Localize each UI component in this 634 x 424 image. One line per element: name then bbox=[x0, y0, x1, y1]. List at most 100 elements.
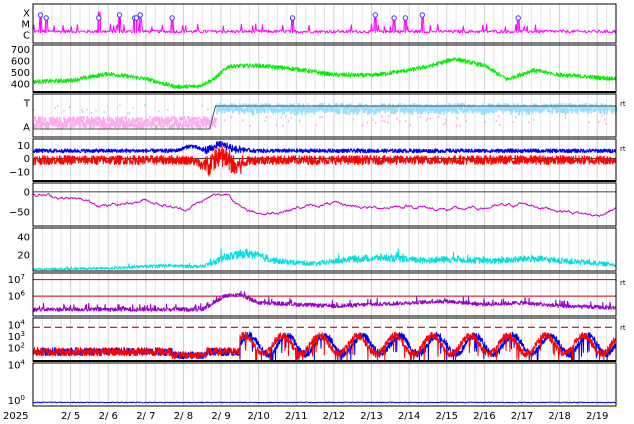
sector-mark bbox=[379, 105, 382, 112]
sector-mark bbox=[368, 107, 371, 113]
sector-mark bbox=[183, 116, 186, 119]
sector-mark bbox=[153, 117, 156, 122]
sector-mark bbox=[356, 109, 358, 116]
sector-mark bbox=[234, 107, 236, 111]
sector-mark bbox=[41, 116, 44, 120]
sector-mark bbox=[125, 122, 128, 127]
sector-mark bbox=[204, 116, 207, 123]
sector-mark bbox=[429, 117, 432, 120]
sector-mark bbox=[559, 103, 561, 107]
sector-mark bbox=[115, 117, 117, 121]
sector-mark bbox=[282, 124, 284, 127]
sector-mark bbox=[372, 119, 374, 122]
sector-mark bbox=[304, 105, 306, 109]
sector-mark bbox=[603, 107, 606, 110]
sector-mark bbox=[173, 122, 175, 127]
sector-mark bbox=[529, 107, 531, 110]
sector-mark bbox=[442, 123, 445, 126]
sector-mark bbox=[176, 119, 179, 125]
panel-frame-protons bbox=[32, 362, 617, 407]
sector-mark bbox=[195, 116, 198, 120]
sector-mark bbox=[381, 115, 383, 118]
sector-mark bbox=[450, 106, 453, 111]
sector-mark bbox=[365, 104, 368, 107]
sector-mark bbox=[536, 109, 538, 113]
sector-mark bbox=[252, 103, 254, 107]
sector-mark bbox=[80, 119, 83, 123]
sector-mark bbox=[84, 122, 87, 126]
sector-mark bbox=[463, 109, 466, 113]
sector-mark bbox=[371, 105, 374, 110]
sector-mark bbox=[217, 105, 219, 109]
sector-mark bbox=[443, 109, 445, 115]
sector-mark bbox=[464, 104, 467, 110]
sector-mark bbox=[241, 107, 244, 112]
sector-mark bbox=[395, 117, 398, 120]
sector-mark bbox=[260, 109, 262, 114]
sector-mark bbox=[208, 124, 211, 129]
sector-mark bbox=[161, 124, 163, 129]
sector-mark bbox=[208, 119, 210, 125]
sector-mark bbox=[560, 103, 562, 110]
sector-mark bbox=[57, 124, 59, 128]
sector-mark bbox=[100, 124, 103, 127]
sector-mark bbox=[285, 108, 287, 112]
sector-mark bbox=[425, 106, 428, 113]
sector-mark bbox=[162, 122, 165, 128]
sector-mark bbox=[369, 105, 372, 111]
sector-mark bbox=[167, 109, 169, 112]
sector-mark bbox=[387, 106, 390, 109]
sector-mark bbox=[608, 108, 611, 111]
sector-mark bbox=[325, 109, 328, 112]
sector-mark bbox=[594, 108, 597, 112]
sector-mark bbox=[380, 109, 382, 113]
sector-mark bbox=[612, 106, 615, 111]
sector-mark bbox=[367, 106, 370, 110]
sector-mark bbox=[380, 104, 383, 110]
sector-mark bbox=[126, 112, 129, 115]
sector-mark bbox=[60, 123, 63, 130]
sector-mark bbox=[117, 123, 120, 128]
sector-mark bbox=[192, 121, 195, 125]
sector-mark bbox=[571, 106, 574, 112]
sector-mark bbox=[114, 123, 117, 129]
sector-mark bbox=[364, 107, 366, 114]
x-tick-label: 2/11 bbox=[285, 411, 307, 422]
sector-mark bbox=[584, 108, 586, 112]
sector-mark bbox=[192, 118, 194, 122]
sector-mark bbox=[214, 120, 217, 123]
sector-mark bbox=[84, 124, 87, 129]
sector-mark bbox=[166, 122, 169, 128]
sector-toward-label: T bbox=[23, 99, 31, 110]
sector-mark bbox=[614, 104, 616, 110]
sector-mark bbox=[178, 117, 181, 121]
sector-mark bbox=[448, 106, 451, 112]
sector-mark bbox=[99, 124, 102, 130]
sector-mark bbox=[310, 107, 313, 113]
sector-mark bbox=[152, 118, 155, 122]
x-tick-label: 2/19 bbox=[586, 411, 608, 422]
sector-mark bbox=[79, 116, 81, 120]
sector-mark bbox=[430, 109, 432, 114]
sector-mark bbox=[211, 119, 214, 124]
sector-mark bbox=[543, 105, 546, 109]
sector-mark bbox=[508, 107, 511, 112]
sector-mark bbox=[113, 122, 115, 126]
sector-mark bbox=[60, 123, 62, 127]
sector-mark bbox=[482, 106, 484, 112]
panel-right-label: rt bbox=[620, 145, 626, 153]
sector-mark bbox=[60, 120, 63, 125]
sector-mark bbox=[490, 105, 493, 112]
sector-mark bbox=[610, 109, 613, 114]
sector-mark bbox=[413, 103, 416, 107]
sector-mark bbox=[436, 107, 438, 114]
sector-mark bbox=[499, 105, 501, 109]
dst-tick-label: −50 bbox=[9, 207, 30, 218]
sector-mark bbox=[278, 108, 281, 113]
sector-mark bbox=[585, 105, 588, 110]
sector-mark bbox=[241, 119, 244, 122]
sector-mark bbox=[442, 108, 444, 112]
x-tick-label: 2/ 9 bbox=[211, 411, 230, 422]
sector-mark bbox=[289, 103, 291, 106]
sector-mark bbox=[396, 106, 399, 110]
